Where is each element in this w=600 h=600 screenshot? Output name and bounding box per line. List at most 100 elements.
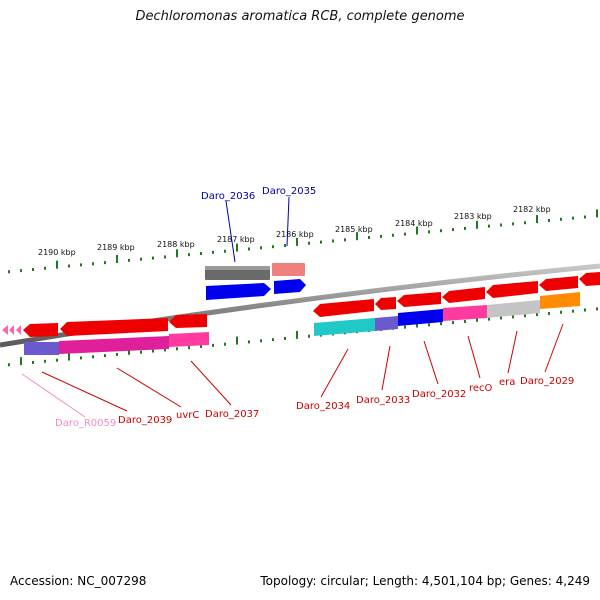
gene-label-daro-2034[interactable]: Daro_2034 xyxy=(296,401,350,412)
minor-tick xyxy=(548,218,550,222)
cds-block-lightgrey[interactable] xyxy=(487,300,540,318)
cds-block-magenta[interactable] xyxy=(443,305,487,321)
leader-line xyxy=(507,330,518,374)
scale-label: 2183 kbp xyxy=(454,212,492,221)
gene-label-era[interactable]: era xyxy=(499,377,515,388)
minor-tick xyxy=(332,239,334,243)
minor-tick xyxy=(572,309,574,313)
minor-tick xyxy=(428,323,430,327)
pink-arrow-small[interactable] xyxy=(16,325,21,335)
minor-tick xyxy=(140,257,142,261)
gene-arrow-daro-2037[interactable] xyxy=(169,314,207,328)
cds-block-magenta[interactable] xyxy=(59,336,169,354)
gene-label-daro-2037[interactable]: Daro_2037 xyxy=(205,409,259,420)
gene-labels: Daro_2036 Daro_2035 Daro_R0059 Daro_2039… xyxy=(55,186,574,429)
minor-tick xyxy=(188,346,190,350)
genome-summary-text: Topology: circular; Length: 4,501,104 bp… xyxy=(260,574,590,588)
minor-tick xyxy=(308,241,310,245)
minor-tick xyxy=(452,321,454,325)
gene-label-reco[interactable]: recO xyxy=(469,383,493,394)
gene-label-daro-r0059[interactable]: Daro_R0059 xyxy=(55,418,116,429)
minor-tick xyxy=(44,359,46,363)
gene-arrow-daro-2036[interactable] xyxy=(206,283,271,300)
minor-tick xyxy=(188,253,190,257)
gene-label-daro-2029[interactable]: Daro_2029 xyxy=(520,376,574,387)
gene-arrow-edge[interactable] xyxy=(579,272,600,286)
gene-block-salmon[interactable] xyxy=(272,263,305,276)
cds-block-slate[interactable] xyxy=(375,316,398,331)
leader-line xyxy=(423,340,439,385)
minor-tick xyxy=(32,267,34,271)
cds-block-orange[interactable] xyxy=(540,292,580,309)
cds-block-magenta[interactable] xyxy=(169,332,209,347)
minor-tick xyxy=(320,240,322,244)
pink-arrow-small[interactable] xyxy=(2,325,8,335)
gene-arrow-uvrc[interactable] xyxy=(60,318,168,336)
scale-label: 2188 kbp xyxy=(157,240,195,249)
accession-text: Accession: NC_007298 xyxy=(10,574,147,588)
minor-tick xyxy=(224,249,226,253)
gene-arrow-daro-2032[interactable] xyxy=(397,292,441,307)
major-tick xyxy=(68,352,70,361)
minor-tick xyxy=(344,238,346,242)
page-title: Dechloromonas aromatica RCB, complete ge… xyxy=(135,9,465,24)
minor-tick xyxy=(224,342,226,346)
cds-block-teal[interactable] xyxy=(314,318,375,336)
minor-tick xyxy=(212,343,214,347)
minor-tick xyxy=(512,315,514,319)
minor-tick xyxy=(428,230,430,234)
minor-tick xyxy=(308,334,310,338)
major-tick xyxy=(236,336,238,345)
minor-tick xyxy=(8,363,10,367)
minor-tick xyxy=(272,245,274,249)
gene-label-daro-2032[interactable]: Daro_2032 xyxy=(412,389,466,400)
minor-tick xyxy=(404,232,406,236)
leader-line xyxy=(190,360,232,406)
tick-rail-bottom xyxy=(8,307,598,367)
scale-labels: 2190 kbp 2189 kbp 2188 kbp 2187 kbp 2186… xyxy=(38,205,551,257)
leader-line xyxy=(225,200,236,263)
gene-label-daro-2033[interactable]: Daro_2033 xyxy=(356,395,410,406)
leader-lines xyxy=(21,196,564,418)
minor-tick xyxy=(488,224,490,228)
major-tick xyxy=(176,249,178,258)
gene-arrow-daro-2029[interactable] xyxy=(539,276,578,291)
minor-tick xyxy=(404,325,406,329)
minor-tick xyxy=(32,360,34,364)
leader-line xyxy=(286,196,290,247)
minor-tick xyxy=(92,355,94,359)
gene-label-uvrc[interactable]: uvrC xyxy=(176,410,199,421)
gene-label-daro-2036[interactable]: Daro_2036 xyxy=(201,191,255,202)
gene-arrow-daro-2033[interactable] xyxy=(375,297,396,310)
minor-tick xyxy=(596,307,598,311)
gene-arrow-daro-2035[interactable] xyxy=(274,279,306,294)
cds-block-slate[interactable] xyxy=(24,342,59,355)
major-tick xyxy=(536,215,538,224)
scale-label: 2184 kbp xyxy=(395,219,433,228)
gene-label-daro-2039[interactable]: Daro_2039 xyxy=(118,415,172,426)
feature-lane-left xyxy=(2,314,209,355)
minor-tick xyxy=(152,349,154,353)
minor-tick xyxy=(44,266,46,270)
minor-tick xyxy=(500,223,502,227)
leader-line xyxy=(544,323,564,373)
minor-tick xyxy=(92,262,94,266)
major-tick xyxy=(56,260,58,269)
gene-arrow-daro-2034[interactable] xyxy=(313,299,374,317)
scale-label: 2186 kbp xyxy=(276,230,314,239)
leader-line xyxy=(467,335,481,379)
gene-arrow-era[interactable] xyxy=(486,281,538,298)
minor-tick xyxy=(380,234,382,238)
minor-tick xyxy=(140,350,142,354)
gene-arrow-reco[interactable] xyxy=(442,287,485,303)
gene-arrow-daro-2039[interactable] xyxy=(23,323,58,337)
major-tick xyxy=(296,330,298,339)
scale-label: 2190 kbp xyxy=(38,248,76,257)
minor-tick xyxy=(572,216,574,220)
cds-block-blue[interactable] xyxy=(398,309,443,326)
pink-arrow-small[interactable] xyxy=(9,325,14,335)
leader-line xyxy=(21,373,86,418)
minor-tick xyxy=(20,269,22,273)
minor-tick xyxy=(368,236,370,240)
gene-label-daro-2035[interactable]: Daro_2035 xyxy=(262,186,316,197)
